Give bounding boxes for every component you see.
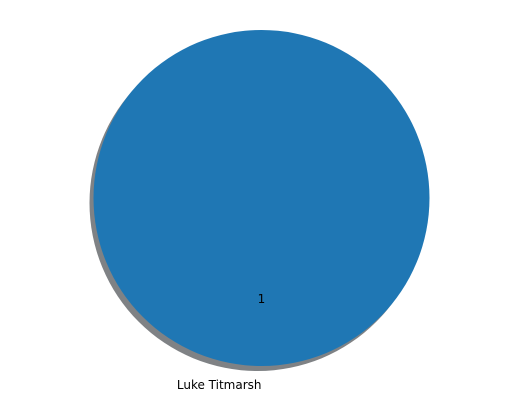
pie-value-label: 1 xyxy=(258,292,266,306)
pie-category-label: Luke Titmarsh xyxy=(177,378,262,392)
pie-slice xyxy=(93,30,430,366)
pie-slice-layer xyxy=(93,30,430,366)
pie-label-layer: 1 Luke Titmarsh xyxy=(177,292,265,392)
